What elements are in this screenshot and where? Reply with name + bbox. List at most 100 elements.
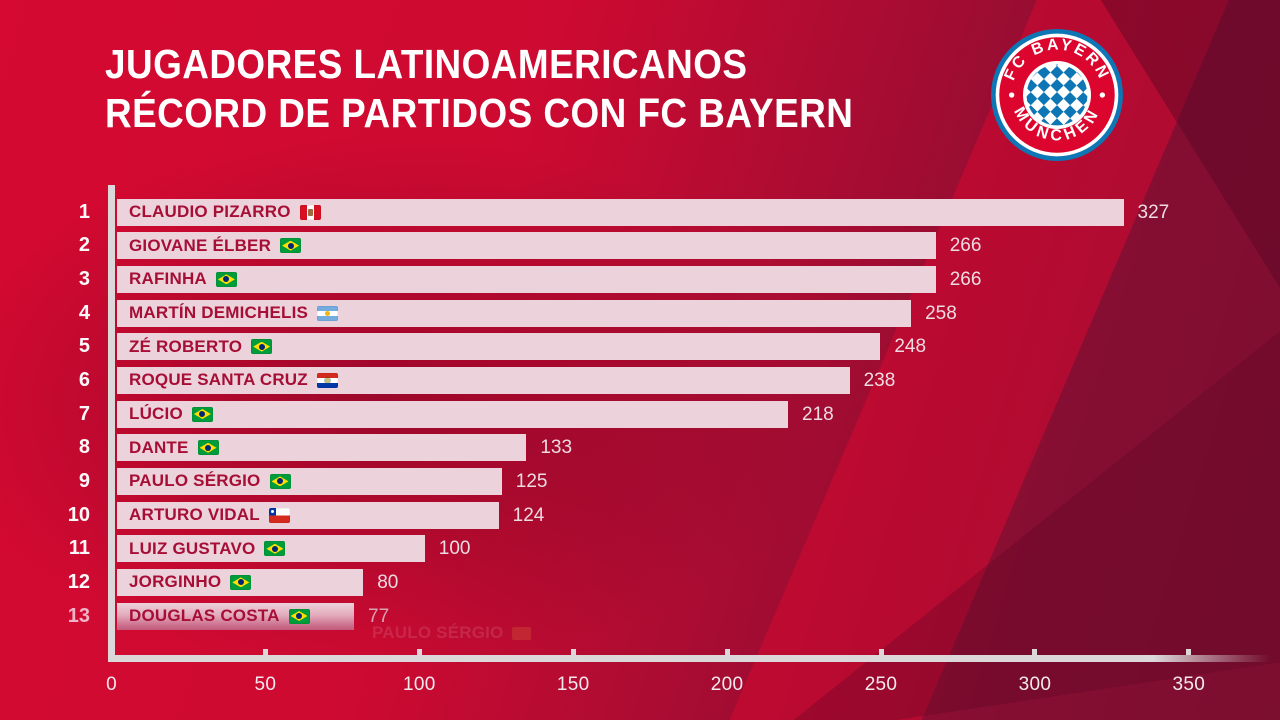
player-bar: LUIZ GUSTAVO — [117, 535, 425, 563]
x-tick-notch — [724, 649, 730, 655]
row-dante: 8 DANTE 133 — [0, 434, 1280, 462]
flag-br-icon — [251, 339, 273, 355]
value-label: 327 — [1137, 201, 1170, 223]
x-axis-line — [108, 655, 1270, 662]
player-bar: ROQUE SANTA CRUZ — [117, 366, 850, 394]
player-name: ARTURO VIDAL — [129, 505, 260, 525]
player-name: ZÉ ROBERTO — [129, 336, 243, 356]
row-roque-santa-cruz: 6 ROQUE SANTA CRUZ 238 — [0, 366, 1280, 394]
rank-label: 2 — [78, 234, 90, 257]
rank-label: 13 — [67, 604, 90, 627]
player-name: DOUGLAS COSTA — [129, 606, 280, 626]
row-martin-demichelis: 4 MARTÍN DEMICHELIS 258 — [0, 299, 1280, 327]
value-label: 100 — [438, 538, 471, 560]
player-bar: DANTE — [117, 434, 527, 462]
x-tick-label: 200 — [710, 674, 744, 695]
x-tick-label: 250 — [864, 674, 898, 695]
player-bar: JORGINHO — [117, 568, 364, 596]
bar-chart: 1 CLAUDIO PIZARRO 327 2 GIOVANE ÉLBER 26… — [0, 185, 1280, 720]
flag-br-icon — [230, 574, 252, 590]
value-label: 266 — [949, 235, 982, 257]
row-rafinha: 3 RAFINHA 266 — [0, 265, 1280, 293]
rank-label: 11 — [68, 537, 90, 560]
player-name: DANTE — [129, 437, 189, 457]
row-douglas-costa: 13 DOUGLAS COSTA 77 — [0, 602, 1280, 630]
value-label: 218 — [802, 403, 834, 425]
player-bar: DOUGLAS COSTA — [117, 602, 354, 630]
rank-label: 1 — [78, 200, 90, 223]
x-tick-label: 350 — [1172, 674, 1206, 695]
flag-br-icon — [215, 271, 237, 287]
player-bar: GIOVANE ÉLBER — [117, 232, 936, 260]
x-tick-label: 0 — [106, 674, 117, 695]
row-arturo-vidal: 10 ARTURO VIDAL 124 — [0, 501, 1280, 529]
flag-br-icon — [197, 440, 219, 456]
x-tick-notch — [1186, 649, 1192, 655]
value-label: 133 — [540, 437, 573, 459]
ghost-flag-icon — [511, 626, 531, 640]
rank-label: 3 — [78, 267, 90, 290]
rank-label: 8 — [78, 436, 90, 459]
player-name: LÚCIO — [129, 404, 183, 424]
player-name: RAFINHA — [129, 269, 207, 289]
player-name: LUIZ GUSTAVO — [129, 538, 256, 558]
flag-br-icon — [269, 473, 291, 489]
x-tick-label: 300 — [1018, 674, 1052, 695]
flag-br-icon — [288, 608, 310, 624]
x-tick-label: 150 — [556, 674, 590, 695]
rank-label: 9 — [78, 469, 90, 492]
title-line-1: JUGADORES LATINOAMERICANOS — [105, 41, 748, 87]
flag-cl-icon — [268, 507, 290, 523]
flag-br-icon — [264, 541, 286, 557]
flag-py-icon — [316, 372, 338, 388]
player-bar: CLAUDIO PIZARRO — [117, 198, 1124, 226]
rank-label: 12 — [67, 570, 90, 593]
row-jorginho: 12 JORGINHO 80 — [0, 568, 1280, 596]
x-tick-label: 50 — [254, 674, 277, 695]
player-bar: RAFINHA — [117, 265, 936, 293]
ghost-text: PAULO SÉRGIO — [372, 623, 504, 642]
x-tick-notch — [262, 649, 268, 655]
value-label: 238 — [863, 369, 896, 391]
player-bar: PAULO SÉRGIO — [117, 467, 502, 495]
rank-label: 5 — [78, 335, 90, 358]
row-lucio: 7 LÚCIO 218 — [0, 400, 1280, 428]
value-label: 258 — [925, 302, 957, 324]
x-tick-notch — [878, 649, 884, 655]
flag-br-icon — [280, 238, 302, 254]
player-name: GIOVANE ÉLBER — [129, 235, 272, 255]
rank-label: 10 — [67, 503, 90, 526]
x-tick-notch — [416, 649, 422, 655]
x-tick-notch — [570, 649, 576, 655]
player-name: MARTÍN DEMICHELIS — [129, 303, 309, 322]
value-label: 125 — [515, 470, 548, 492]
rank-label: 4 — [78, 301, 90, 324]
player-bar: MARTÍN DEMICHELIS — [117, 299, 912, 327]
row-ze-roberto: 5 ZÉ ROBERTO 248 — [0, 333, 1280, 361]
value-label: 124 — [512, 504, 545, 526]
title-line-2: RÉCORD DE PARTIDOS CON FC BAYERN — [105, 90, 854, 136]
rank-label: 6 — [78, 368, 90, 391]
flag-br-icon — [191, 406, 213, 422]
player-name: PAULO SÉRGIO — [129, 471, 261, 491]
player-bar: ZÉ ROBERTO — [117, 333, 881, 361]
value-label: 77 — [368, 605, 390, 627]
value-label: 248 — [894, 336, 927, 358]
row-paulo-sergio: 9 PAULO SÉRGIO 125 — [0, 467, 1280, 495]
x-tick-label: 100 — [402, 674, 436, 695]
page-title: JUGADORES LATINOAMERICANOS RÉCORD DE PAR… — [105, 40, 853, 138]
player-name: CLAUDIO PIZARRO — [129, 202, 291, 221]
row-luiz-gustavo: 11 LUIZ GUSTAVO 100 — [0, 535, 1280, 563]
flag-pe-icon — [299, 204, 321, 220]
logo-lozenge-center — [1026, 64, 1088, 126]
player-name: ROQUE SANTA CRUZ — [129, 370, 308, 390]
player-name: JORGINHO — [129, 572, 222, 592]
ghost-frame-artifact: PAULO SÉRGIO — [372, 623, 531, 643]
player-bar: ARTURO VIDAL — [117, 501, 499, 529]
rank-label: 7 — [78, 402, 90, 425]
row-claudio-pizarro: 1 CLAUDIO PIZARRO 327 — [0, 198, 1280, 226]
y-axis-line — [108, 185, 115, 662]
value-label: 80 — [377, 571, 399, 593]
row-giovane-elber: 2 GIOVANE ÉLBER 266 — [0, 232, 1280, 260]
